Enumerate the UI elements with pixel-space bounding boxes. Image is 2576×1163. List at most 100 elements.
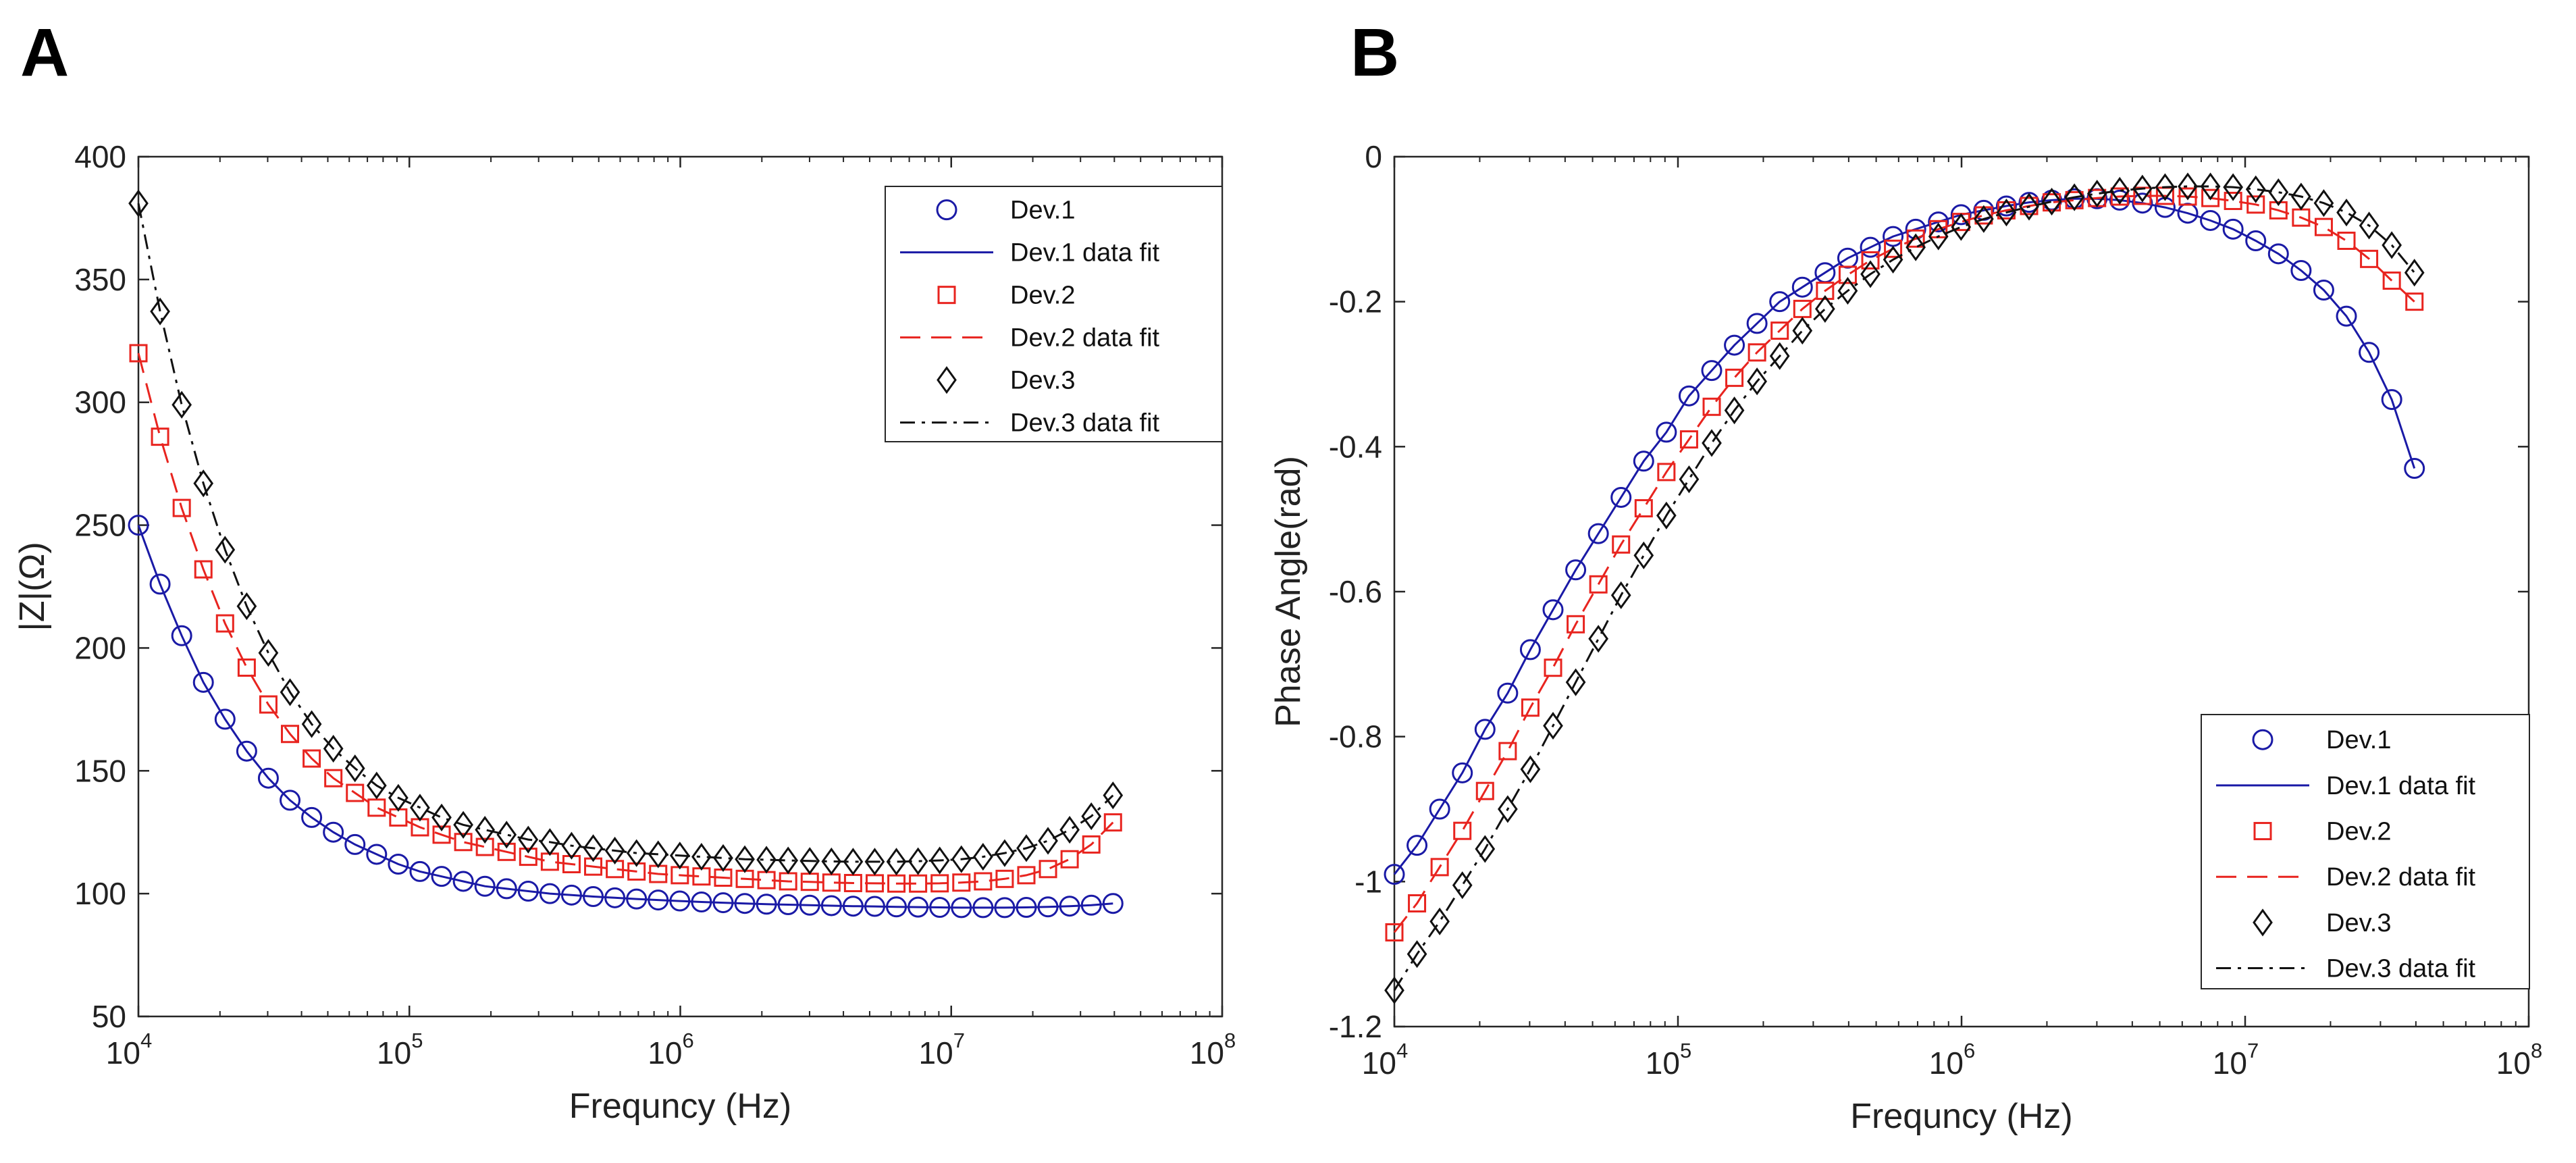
legend-dev-1-marker [936, 199, 957, 221]
series-dev-2-point [346, 783, 365, 802]
series-dev-3-point [150, 297, 170, 326]
x-tick-label: 107 [2213, 1039, 2259, 1081]
series-dev-3-point [1565, 668, 1586, 696]
series-dev-1-point [2200, 209, 2222, 231]
series-dev-1-point [149, 573, 171, 595]
series-dev-1-point [777, 894, 799, 916]
series-dev-1-point [1497, 682, 1519, 704]
series-dev-2-point [606, 860, 625, 879]
series-dev-3-point [2359, 211, 2380, 240]
series-dev-1-point [452, 871, 474, 892]
series-dev-3-point [1815, 294, 1835, 323]
series-dev-1-point [1080, 894, 1102, 916]
series-dev-3-point [2086, 180, 2107, 208]
series-dev-3-point [1974, 205, 1994, 233]
series-dev-2-point [1567, 615, 1585, 634]
series-dev-1-point [171, 625, 192, 646]
series-dev-1-point [1429, 798, 1450, 820]
series-dev-1-point [734, 893, 756, 914]
series-dev-2-point [2405, 292, 2424, 311]
series-dev-1-point [2313, 279, 2334, 301]
series-dev-2-point [1725, 368, 1744, 387]
series-dev-2-point [497, 842, 516, 861]
y-tick-label: -0.4 [1329, 429, 1382, 464]
series-dev-1-point [2222, 218, 2244, 240]
series-dev-3-point [1747, 367, 1767, 396]
series-dev-3-point [128, 189, 149, 217]
series-dev-3-point [583, 834, 604, 862]
series-dev-2-point [1453, 821, 1472, 840]
series-dev-3-point [908, 847, 928, 875]
series-dev-3-point [2336, 199, 2357, 227]
x-tick-label: 105 [1646, 1039, 1691, 1081]
series-dev-3-point [1656, 501, 1677, 529]
series-dev-3-point [1679, 465, 1700, 494]
series-dev-2-point [584, 857, 603, 876]
series-dev-2-point [1679, 430, 1698, 449]
series-dev-1-point [496, 878, 517, 900]
series-dev-1-point [648, 889, 669, 911]
chart-phase-angle: 104 105 106 107 108 -1.2 -1 -0.8 -0.6 -0.4 -0.2 0 Fr… [1269, 139, 2542, 1136]
series-dev-3-point [1996, 199, 2017, 227]
series-dev-3-point [995, 839, 1015, 867]
x-tick-label: 104 [106, 1029, 152, 1070]
series-dev-2-point [1589, 575, 1608, 594]
series-dev-2-point [1544, 658, 1562, 677]
series-dev-2-point [1838, 265, 1857, 284]
legend-dev-1-fit-label: Dev.1 data fit [2326, 772, 2476, 800]
series-dev-2-point [194, 560, 213, 579]
series-dev-3-point [799, 847, 820, 875]
series-dev-1-point [842, 896, 864, 917]
series-dev-3-point [626, 839, 647, 867]
series-dev-3-point [2200, 172, 2221, 201]
series-dev-3-point [1407, 940, 1427, 968]
series-dev-3-point [1905, 233, 1926, 261]
panel-b-label: B [1350, 15, 1399, 91]
series-dev-1-point [1587, 523, 1609, 544]
series-dev-3-point [561, 831, 582, 860]
series-dev-2-point [1816, 282, 1835, 301]
x-tick-label: 106 [648, 1029, 693, 1070]
y-axis-label: Phase Angle(rad) [1269, 456, 1308, 727]
series-dev-3-point [756, 846, 777, 874]
legend-dev-2-label: Dev.2 [1010, 282, 1075, 310]
series-dev-3-point [1081, 802, 1102, 831]
series-dev-3-point [1520, 755, 1541, 783]
legend-dev-3-marker [2253, 908, 2273, 937]
series-dev-3-point [2132, 174, 2153, 203]
series-dev-1-point [604, 887, 626, 908]
legend-dev-1-label: Dev.1 [1010, 197, 1075, 225]
series-dev-3-point [1883, 245, 1903, 274]
series-dev-1-point [301, 806, 323, 828]
series-dev-1-point [2404, 458, 2425, 480]
series-dev-3-point [2291, 182, 2311, 211]
series-dev-3-point [453, 810, 473, 839]
series-dev-3-point [778, 846, 799, 875]
series-dev-1-point [820, 895, 842, 916]
series-dev-1-point [474, 875, 496, 897]
series-dev-1-point [323, 821, 344, 843]
series-dev-2-point [1861, 251, 1880, 269]
series-dev-3-point [2178, 172, 2198, 201]
y-tick-label: 250 [74, 508, 126, 543]
legend-dev-3-fit-label: Dev.3 data fit [2326, 955, 2476, 983]
series-dev-1-point [1474, 719, 1496, 740]
series-dev-1-point [1724, 334, 1745, 356]
series-dev-3-point [864, 848, 885, 876]
series-dev-3-point [410, 794, 430, 822]
series-dev-2-point [2246, 195, 2265, 214]
x-tick-label: 104 [1362, 1039, 1408, 1081]
series-dev-2-point [1498, 742, 1517, 760]
legend-dev-3-label: Dev.3 [1010, 367, 1075, 395]
legend-dev-1-label: Dev.1 [2326, 726, 2391, 754]
series-dev-2-point [1657, 463, 1676, 482]
series-dev-2-point [2178, 187, 2197, 206]
y-tick-label: 300 [74, 385, 126, 420]
series-dev-1-point [2336, 305, 2357, 327]
series-dev-1-point [691, 891, 712, 913]
series-dev-1-point [2132, 192, 2153, 214]
series-dev-1-point [2290, 260, 2312, 282]
series-dev-3-point [172, 390, 192, 419]
series-dev-3-point [1702, 429, 1722, 457]
series-dev-2-fit-line [1393, 195, 2415, 933]
